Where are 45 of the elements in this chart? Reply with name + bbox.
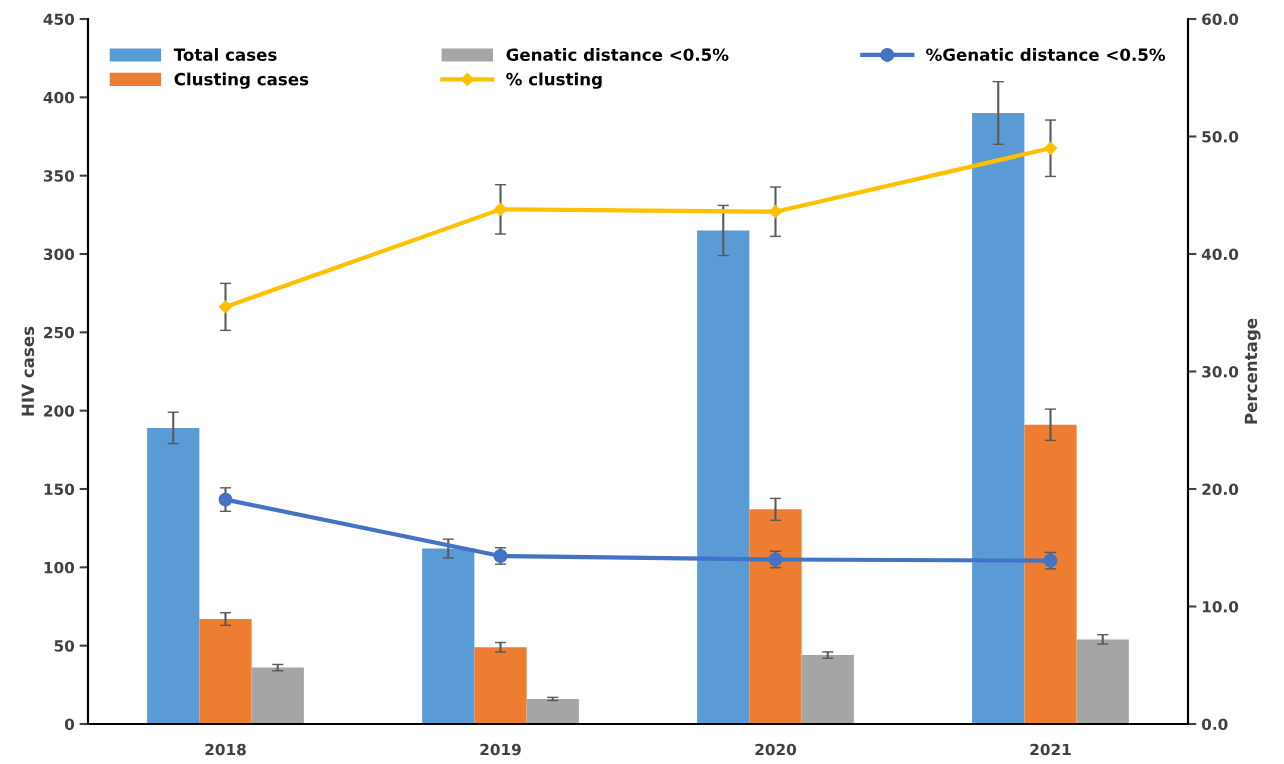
bar: [749, 509, 802, 724]
point: [1043, 141, 1058, 155]
point: [218, 492, 233, 507]
bar: [251, 667, 304, 724]
bar: [422, 548, 475, 724]
bar: [199, 619, 252, 724]
x-tick-label: 2018: [205, 743, 246, 756]
y2-tick-label: 60.0: [1202, 13, 1239, 26]
x-tick-label: 2019: [480, 743, 521, 756]
bar: [1024, 424, 1077, 724]
y2-tick-label: 20.0: [1202, 483, 1239, 496]
y2-tick-label: 10.0: [1202, 600, 1239, 613]
bar: [697, 230, 750, 724]
y-tick-label: 200: [44, 405, 75, 417]
x-tick-label: 2020: [755, 743, 797, 756]
legend-label: Genatic distance <0.5%: [506, 48, 729, 61]
y-tick-label: 250: [44, 326, 75, 339]
y2-tick-label: 30.0: [1202, 365, 1239, 378]
y-tick-label: 300: [43, 248, 75, 261]
bar: [474, 647, 527, 724]
y-tick-label: 150: [44, 483, 75, 496]
point: [768, 205, 783, 219]
bar: [526, 698, 579, 724]
point: [493, 202, 508, 216]
y2-axis-title: Percentage: [1244, 318, 1261, 424]
y-tick-label: 100: [44, 561, 75, 574]
y-tick-label: 50: [54, 640, 75, 652]
legend-label: Clusting cases: [174, 72, 309, 89]
y-tick-label: 0: [64, 718, 75, 731]
bar: [972, 113, 1025, 724]
y-tick-label: 400: [43, 91, 75, 104]
y2-tick-label: 50.0: [1202, 130, 1239, 143]
bar: [801, 655, 854, 724]
y2-tick-label: 0.0: [1201, 718, 1228, 731]
y-tick-label: 450: [43, 13, 75, 26]
bar: [147, 427, 200, 724]
point: [218, 300, 233, 314]
legend-label: %Genatic distance <0.5%: [926, 48, 1166, 61]
y2-tick-label: 40.0: [1201, 248, 1239, 261]
legend-label: % clusting: [506, 72, 602, 89]
legend-label: Total cases: [173, 48, 277, 61]
y-axis-title: HIV cases: [21, 326, 35, 416]
y-tick-label: 350: [43, 170, 75, 182]
bar: [1076, 639, 1129, 724]
x-tick-label: 2021: [1030, 743, 1071, 756]
